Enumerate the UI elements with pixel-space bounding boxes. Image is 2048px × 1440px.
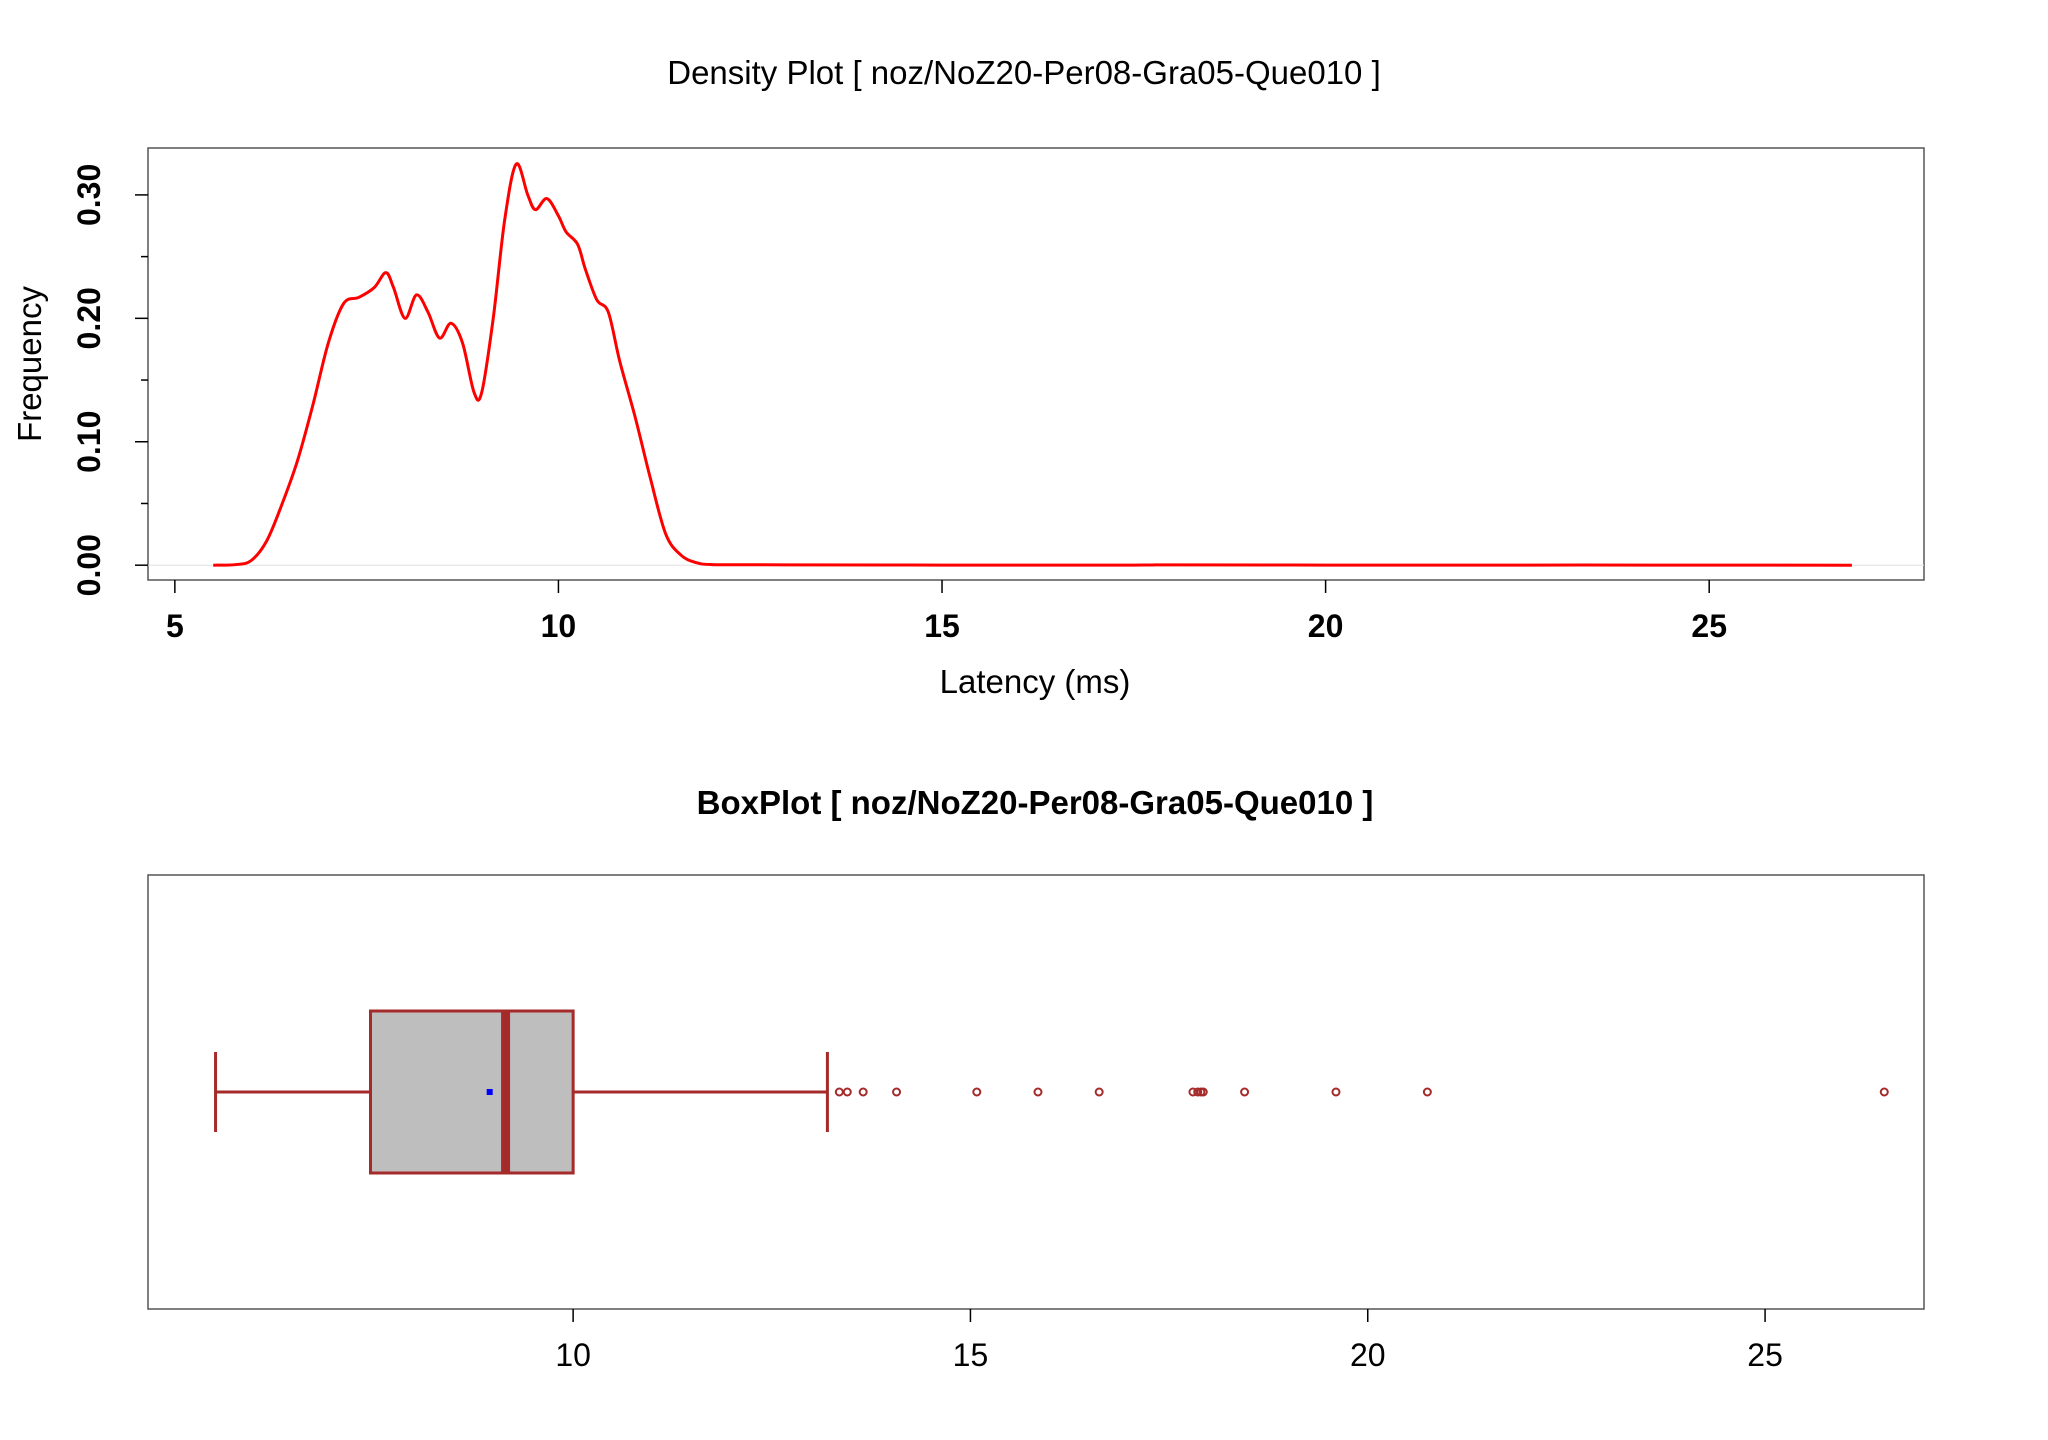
boxplot-outlier-point — [1422, 1087, 1432, 1097]
density-curve — [213, 162, 1852, 567]
density-plot-panel: Density Plot [ noz/NoZ20-Per08-Gra05-Que… — [11, 54, 1925, 700]
boxplot-axis-ticks: 10 15 20 25 — [555, 1309, 1783, 1373]
boxplot-x-tick-label: 10 — [555, 1337, 591, 1373]
density-y-tick-label: 0.00 — [71, 534, 107, 596]
density-x-axis-label: Latency (ms) — [940, 663, 1131, 700]
boxplot-x-tick-label: 20 — [1350, 1337, 1386, 1373]
density-plot-frame — [147, 147, 1925, 581]
boxplot-x-tick-label: 15 — [953, 1337, 989, 1373]
boxplot-box — [368, 1009, 575, 1175]
density-y-tick-label: 0.20 — [71, 287, 107, 349]
boxplot-outlier-point — [1331, 1087, 1341, 1097]
boxplot-outlier-point — [1240, 1087, 1250, 1097]
boxplot-outlier-point — [834, 1087, 844, 1097]
boxplot-outlier-point — [1193, 1087, 1203, 1097]
boxplot-outlier-point — [1094, 1087, 1104, 1097]
density-axis-ticks: 5 10 15 20 25 0.00 0.10 0.20 0.30 — [71, 164, 1924, 644]
density-y-tick-label: 0.30 — [71, 164, 107, 226]
boxplot-frame — [147, 874, 1925, 1310]
boxplot-outlier-point — [858, 1087, 868, 1097]
boxplot-outlier-point — [892, 1087, 902, 1097]
boxplot-outlier-point — [842, 1087, 852, 1097]
density-x-tick-label: 20 — [1308, 608, 1344, 644]
boxplot-mean-marker — [486, 1089, 493, 1095]
density-y-axis-label: Frequency — [11, 286, 48, 442]
density-plot-title: Density Plot [ noz/NoZ20-Per08-Gra05-Que… — [667, 54, 1381, 91]
boxplot-title: BoxPlot [ noz/NoZ20-Per08-Gra05-Que010 ] — [697, 784, 1374, 821]
density-x-tick-label: 10 — [541, 608, 577, 644]
boxplot-outlier-point — [1033, 1087, 1043, 1097]
boxplot-outlier-point — [1198, 1087, 1208, 1097]
density-x-tick-label: 5 — [166, 608, 184, 644]
boxplot-outlier-point — [1879, 1087, 1889, 1097]
density-x-tick-label: 25 — [1691, 608, 1727, 644]
boxplot-panel: BoxPlot [ noz/NoZ20-Per08-Gra05-Que010 ]… — [147, 784, 1925, 1373]
density-x-tick-label: 15 — [924, 608, 960, 644]
boxplot-x-tick-label: 25 — [1747, 1337, 1783, 1373]
density-y-tick-label: 0.10 — [71, 411, 107, 473]
boxplot-marks — [214, 1009, 1889, 1175]
boxplot-outlier-point — [972, 1087, 982, 1097]
